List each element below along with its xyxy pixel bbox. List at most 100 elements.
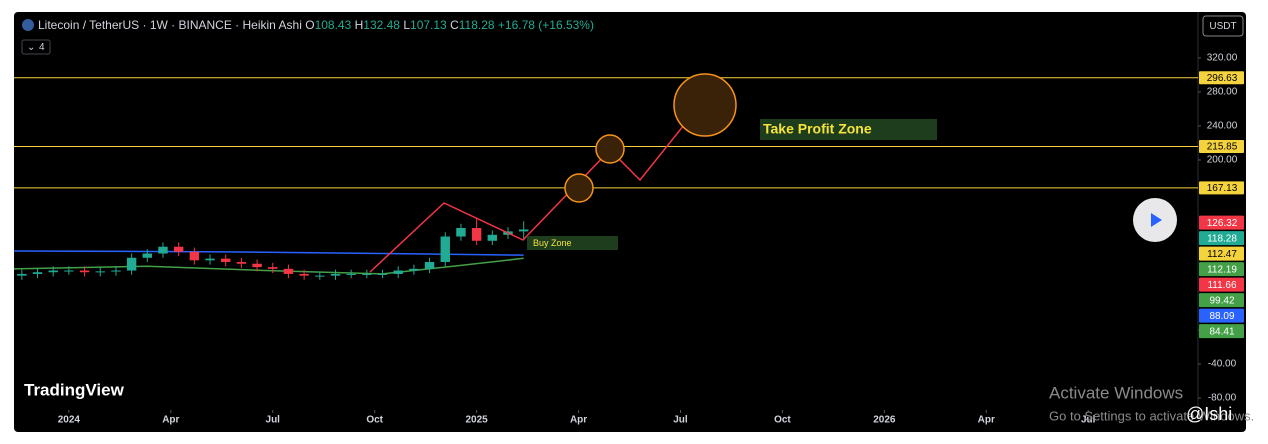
price-tag-label: 111.66 xyxy=(1207,280,1237,291)
price-tag xyxy=(1199,139,1244,153)
open: 108.43 xyxy=(314,18,352,32)
price-tag-label: 99.42 xyxy=(1209,295,1234,306)
price-tag xyxy=(1199,181,1244,195)
candle-body xyxy=(346,273,356,275)
h-label: H xyxy=(354,18,364,32)
price-tag xyxy=(1199,231,1244,246)
price-tag-label: 296.63 xyxy=(1207,73,1238,84)
chart-bg xyxy=(14,12,1246,432)
candle-body xyxy=(126,257,137,271)
price-tag-label: 112.47 xyxy=(1207,249,1237,260)
currency: USDT xyxy=(1209,21,1236,32)
candle-body xyxy=(471,228,482,241)
price-tag xyxy=(1199,71,1244,85)
candle-body xyxy=(48,270,58,273)
candle-body xyxy=(268,267,278,269)
watermark-title: Activate Windows xyxy=(1049,383,1183,402)
chevron: ⌄ xyxy=(27,42,35,53)
y-tick-label: 200.00 xyxy=(1207,155,1238,166)
price-tag xyxy=(1199,308,1244,323)
coin-icon xyxy=(22,19,34,31)
price-tag-label: 118.28 xyxy=(1207,233,1237,244)
candle-body xyxy=(393,270,403,274)
indicator-line xyxy=(13,250,524,256)
candle-body xyxy=(79,270,90,273)
candle-body xyxy=(221,258,231,263)
candle-body xyxy=(142,253,153,258)
candle-body xyxy=(315,275,325,277)
price-tag-label: 112.19 xyxy=(1207,264,1237,275)
price-tag xyxy=(1199,262,1244,277)
candle-body xyxy=(377,273,388,275)
candle-body xyxy=(189,251,200,261)
price-tag-label: 215.85 xyxy=(1207,142,1238,153)
x-tick-label: 2026 xyxy=(873,415,896,426)
candle-body xyxy=(173,246,184,252)
target-circle xyxy=(673,73,737,137)
candle-body xyxy=(456,228,466,237)
candle-body xyxy=(283,268,294,274)
x-tick-label: Jul xyxy=(266,415,281,426)
change: +16.78 (+16.53%) xyxy=(497,18,594,32)
candle-body xyxy=(518,229,529,232)
candle-body xyxy=(236,262,247,264)
low: 107.13 xyxy=(410,18,447,32)
handle: @Ishi xyxy=(1186,404,1232,424)
candle-body xyxy=(95,271,105,273)
l-label: L xyxy=(403,18,411,32)
y-tick-label: 280.00 xyxy=(1207,87,1238,98)
price-tag-label: 167.13 xyxy=(1207,183,1238,194)
y-tick-label: -40.00 xyxy=(1208,359,1237,370)
c-label: C xyxy=(450,18,459,32)
candle-body xyxy=(299,273,309,276)
indicator-line xyxy=(13,257,524,275)
candle-body xyxy=(205,258,215,261)
candle-body xyxy=(362,273,372,275)
y-tick-label: -80.00 xyxy=(1208,393,1237,404)
watermark-subtitle: Go to Settings to activate Windows. xyxy=(1049,408,1254,423)
candle-body xyxy=(111,270,121,272)
y-tick-label: 320.00 xyxy=(1207,53,1238,64)
take-profit-label: Take Profit Zone xyxy=(763,121,872,137)
target-circle xyxy=(564,173,594,203)
candle-body xyxy=(440,236,450,263)
x-tick-label: Apr xyxy=(570,415,587,426)
y-tick-label: 240.00 xyxy=(1207,121,1238,132)
x-tick-label: Jul xyxy=(673,415,688,426)
brand: TradingView xyxy=(24,380,125,399)
take-profit-box xyxy=(760,119,937,140)
candle-body xyxy=(252,263,262,268)
buy-zone-label: Buy Zone xyxy=(533,238,572,248)
buy-zone-box xyxy=(527,236,618,250)
candle-body xyxy=(64,270,74,272)
price-tag-label: 88.09 xyxy=(1209,311,1234,322)
x-tick-label: 2024 xyxy=(58,415,81,426)
candle-body xyxy=(158,246,168,254)
candle-body xyxy=(32,272,43,274)
target-circle xyxy=(595,134,625,164)
price-tag-label: 126.32 xyxy=(1207,218,1238,229)
close: 118.28 xyxy=(458,18,495,32)
indicator-toggle[interactable] xyxy=(21,39,51,55)
x-tick-label: 2025 xyxy=(465,415,488,426)
candle-body xyxy=(409,268,419,271)
candle-body xyxy=(487,234,498,241)
price-tag xyxy=(1199,277,1244,292)
x-tick-label: Apr xyxy=(162,415,179,426)
price-tag xyxy=(1199,324,1244,339)
header: Litecoin / TetherUS · 1W · BINANCE · Hei… xyxy=(38,18,594,32)
x-tick-label: Jul xyxy=(1081,415,1096,426)
annotations: Take Profit Zone Buy Zone xyxy=(369,73,937,273)
candle-body xyxy=(330,273,341,276)
x-tick-label: Oct xyxy=(774,415,791,426)
price-tag xyxy=(1199,246,1244,261)
price-tag xyxy=(1199,293,1244,308)
currency-box[interactable] xyxy=(1202,15,1244,37)
o-label: O xyxy=(305,18,315,32)
symbol: Litecoin / TetherUS · 1W · BINANCE · Hei… xyxy=(38,18,302,32)
indicator-count: 4 xyxy=(39,42,45,53)
x-tick-label: Apr xyxy=(978,415,995,426)
price-tag-label: 84.41 xyxy=(1209,326,1234,337)
candle-body xyxy=(424,262,435,269)
